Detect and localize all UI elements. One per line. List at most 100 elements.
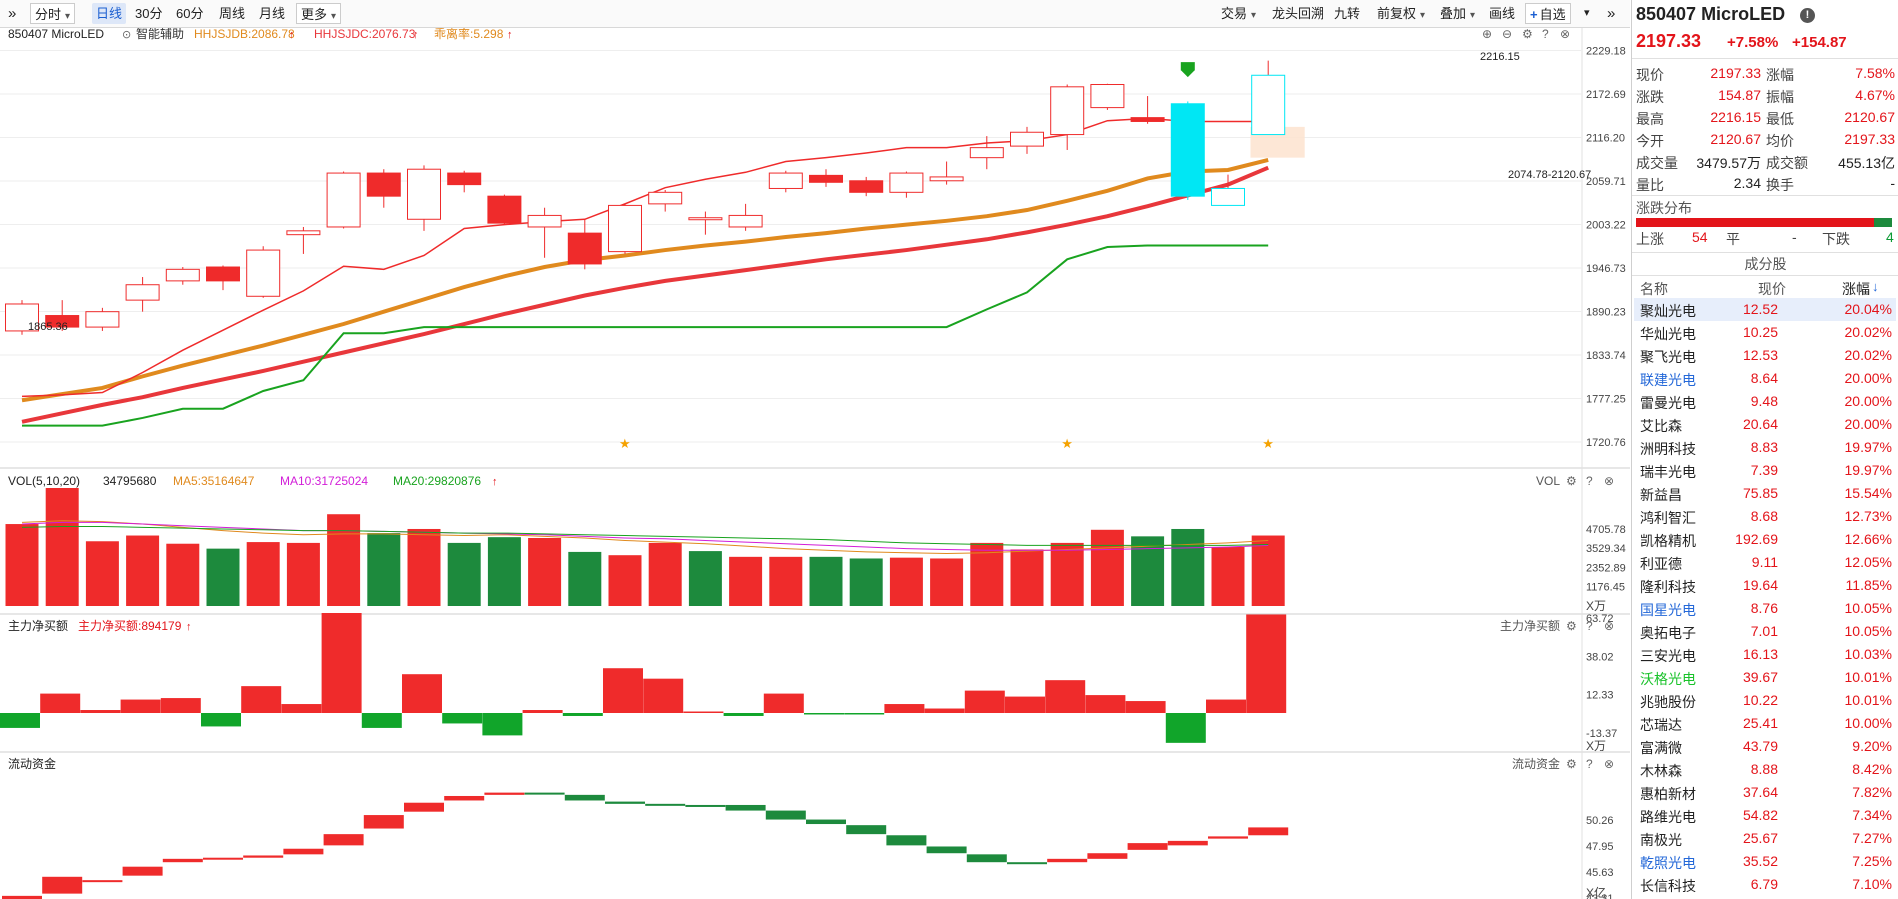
- stock-price: 8.68: [1750, 508, 1778, 524]
- tab-daily[interactable]: 日线: [92, 3, 127, 24]
- net-right-tag: 主力净买额: [1500, 619, 1560, 633]
- col-price-header[interactable]: 现价: [1758, 281, 1786, 297]
- stock-row[interactable]: 富满微 43.79 9.20%: [1634, 735, 1896, 758]
- minus-circle-icon[interactable]: ⊖: [1502, 27, 1512, 41]
- stock-name: 长信科技: [1640, 878, 1696, 894]
- leader-review-button[interactable]: 龙头回溯: [1272, 6, 1325, 21]
- net-bar: [241, 686, 282, 713]
- net-bar: [0, 713, 40, 728]
- plus-icon: +: [1530, 7, 1538, 22]
- double-chevron-right-icon[interactable]: »: [8, 5, 17, 22]
- chart-area[interactable]: 2229.18 2172.69 2116.20 2059.71 2003.22 1946.…: [0, 26, 1630, 899]
- vol-bar: [849, 558, 883, 606]
- plus-circle-icon[interactable]: ⊕: [1482, 27, 1492, 41]
- close-icon[interactable]: ⊗: [1604, 757, 1614, 771]
- stock-row[interactable]: 奥拓电子 7.01 10.05%: [1634, 620, 1896, 643]
- more-dropdown[interactable]: 更多: [296, 3, 342, 24]
- help-icon[interactable]: ?: [1586, 757, 1593, 771]
- stock-row[interactable]: 国星光电 8.76 10.05%: [1634, 597, 1896, 620]
- tab-monthly[interactable]: 月线: [259, 6, 286, 21]
- stock-row[interactable]: 路维光电 54.82 7.34%: [1634, 804, 1896, 827]
- stock-row[interactable]: 长信科技 6.79 7.10%: [1634, 873, 1896, 896]
- stock-row[interactable]: 兆驰股份 10.22 10.01%: [1634, 689, 1896, 712]
- main-y-tick: 1720.76: [1586, 437, 1626, 449]
- col-pct-header[interactable]: 涨幅: [1842, 281, 1870, 297]
- trade-dropdown[interactable]: 交易: [1217, 3, 1260, 24]
- kline-chart[interactable]: 2229.18 2172.69 2116.20 2059.71 2003.22 1946.…: [0, 26, 1630, 899]
- candle-body: [246, 249, 281, 297]
- overlay-dropdown[interactable]: 叠加: [1436, 3, 1479, 24]
- close-icon[interactable]: ⊗: [1604, 619, 1614, 633]
- stock-row[interactable]: 三安光电 16.13 10.03%: [1634, 643, 1896, 666]
- gear-icon[interactable]: ⚙: [1566, 619, 1577, 633]
- stock-row[interactable]: 聚飞光电 12.53 20.02%: [1634, 344, 1896, 367]
- stock-row[interactable]: 瑞丰光电 7.39 19.97%: [1634, 459, 1896, 482]
- stock-change: 15.54%: [1844, 485, 1892, 501]
- chevron-down-icon[interactable]: ⊙: [122, 29, 131, 41]
- flow-bar: [524, 792, 565, 795]
- stock-row[interactable]: 艾比森 20.64 20.00%: [1634, 413, 1896, 436]
- draw-button[interactable]: 画线: [1489, 6, 1516, 21]
- main-y-tick: 2116.20: [1586, 132, 1625, 144]
- main-code-name: 850407 MicroLED: [8, 28, 104, 41]
- stock-row[interactable]: 芯瑞达 25.41 10.00%: [1634, 712, 1896, 735]
- sort-down-icon[interactable]: ↓: [1872, 279, 1879, 294]
- stock-name: 三安光电: [1640, 648, 1696, 664]
- stock-name: 艾比森: [1640, 418, 1682, 434]
- close-icon[interactable]: ⊗: [1560, 27, 1570, 41]
- favorite-dropdown-icon[interactable]: ▾: [1584, 7, 1590, 19]
- candle-body: [728, 214, 763, 228]
- tab-30min[interactable]: 30分: [135, 6, 163, 21]
- stock-row[interactable]: 聚灿光电 12.52 20.04%: [1634, 298, 1896, 321]
- help-icon[interactable]: ?: [1542, 27, 1549, 41]
- gear-icon[interactable]: ⚙: [1522, 27, 1533, 41]
- stock-row[interactable]: 华灿光电 10.25 20.02%: [1634, 321, 1896, 344]
- candle-body: [1130, 117, 1165, 122]
- stock-row[interactable]: 凯格精机 192.69 12.66%: [1634, 528, 1896, 551]
- stock-row[interactable]: 南极光 25.67 7.27%: [1634, 827, 1896, 850]
- candle-body: [527, 214, 562, 228]
- adjust-dropdown[interactable]: 前复权: [1373, 3, 1429, 24]
- tab-60min[interactable]: 60分: [176, 6, 204, 21]
- stock-row[interactable]: 利亚德 9.11 12.05%: [1634, 551, 1896, 574]
- stock-row[interactable]: 沃格光电 39.67 10.01%: [1634, 666, 1896, 689]
- stock-row[interactable]: 木林森 8.88 8.42%: [1634, 758, 1896, 781]
- stock-row[interactable]: 雷曼光电 9.48 20.00%: [1634, 390, 1896, 413]
- flow-bar: [966, 854, 1007, 863]
- stock-row[interactable]: 乾照光电 35.52 7.25%: [1634, 850, 1896, 873]
- gear-icon[interactable]: ⚙: [1566, 757, 1577, 771]
- stock-row[interactable]: 联建光电 8.64 20.00%: [1634, 367, 1896, 390]
- candle-body: [567, 232, 602, 265]
- favorite-button[interactable]: + 自选: [1525, 3, 1571, 24]
- vol-bar: [930, 558, 964, 606]
- flow-bar: [806, 819, 846, 825]
- star-icon: ★: [1262, 436, 1274, 451]
- stock-row[interactable]: 洲明科技 8.83 19.97%: [1634, 436, 1896, 459]
- stock-row[interactable]: 惠柏新材 37.64 7.82%: [1634, 781, 1896, 804]
- close-icon[interactable]: ⊗: [1604, 474, 1614, 488]
- vol-bar: [367, 533, 401, 606]
- info-icon[interactable]: !: [1800, 8, 1815, 23]
- nine-turn-button[interactable]: 九转: [1334, 6, 1361, 21]
- net-y-tick: 63.72: [1586, 613, 1614, 625]
- stock-change: 7.34%: [1852, 807, 1892, 823]
- net-bar: [281, 704, 322, 713]
- help-icon[interactable]: ?: [1586, 474, 1593, 488]
- smart-assist-toggle[interactable]: 智能辅助: [136, 26, 184, 41]
- main-series-line-2: [21, 117, 1269, 398]
- stock-row[interactable]: 隆利科技 19.64 11.85%: [1634, 574, 1896, 597]
- stock-price: 20.64: [1742, 416, 1778, 432]
- col-name-header[interactable]: 名称: [1640, 281, 1668, 297]
- vol-bar: [889, 557, 923, 606]
- stock-name: 乾照光电: [1640, 855, 1696, 871]
- double-chevron-right-icon[interactable]: »: [1607, 5, 1616, 22]
- flow-title: 流动资金: [8, 756, 56, 771]
- tab-weekly[interactable]: 周线: [219, 6, 246, 21]
- period-select[interactable]: 分时: [30, 3, 76, 24]
- stock-row[interactable]: 鸿利智汇 8.68 12.73%: [1634, 505, 1896, 528]
- stock-price: 43.79: [1742, 738, 1778, 754]
- stock-row[interactable]: 新益昌 75.85 15.54%: [1634, 482, 1896, 505]
- help-icon[interactable]: ?: [1586, 619, 1593, 633]
- gear-icon[interactable]: ⚙: [1566, 474, 1577, 488]
- main-y-tick: 2003.22: [1586, 219, 1626, 231]
